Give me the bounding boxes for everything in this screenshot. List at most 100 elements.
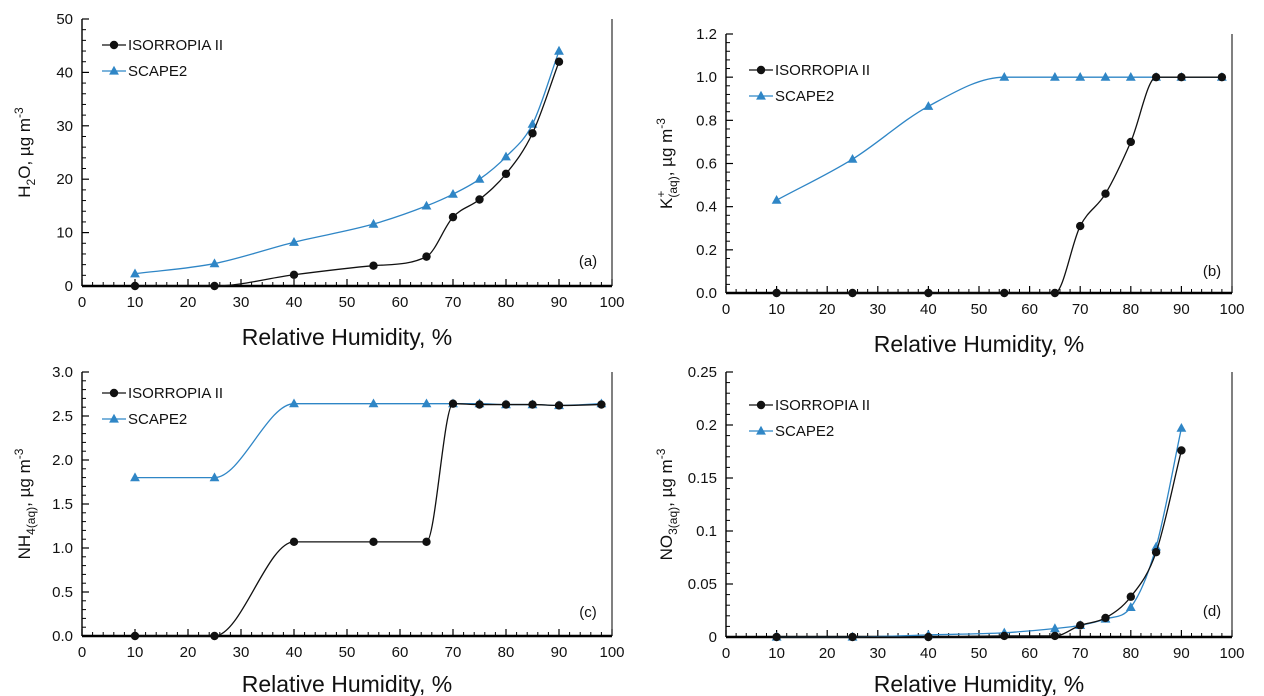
- x-tick-label: 10: [127, 294, 144, 311]
- legend-label: SCAPE2: [128, 63, 187, 80]
- x-tick-label: 30: [233, 294, 250, 311]
- x-tick-label: 60: [1021, 301, 1038, 318]
- x-tick-label: 50: [971, 645, 988, 662]
- legend-label: ISORROPIA II: [128, 37, 223, 54]
- x-tick-label: 100: [599, 644, 624, 661]
- x-tick-label: 0: [78, 644, 86, 661]
- legend-label: SCAPE2: [128, 411, 187, 428]
- y-tick-label: 0.0: [52, 628, 73, 645]
- y-tick-label: 40: [56, 64, 73, 81]
- data-point-isorropia: [772, 288, 781, 298]
- panel-tag: (d): [1203, 603, 1221, 620]
- data-point-isorropia: [1126, 137, 1136, 147]
- series-line-isorropia: [134, 61, 560, 287]
- y-tick-label: 1.2: [696, 26, 717, 43]
- x-tick-label: 20: [819, 301, 836, 318]
- data-point-scape2: [847, 154, 858, 163]
- x-tick-label: 50: [339, 294, 356, 311]
- y-axis-title: NO3(aq), µg m-3: [654, 448, 680, 560]
- data-point-isorropia: [848, 632, 857, 642]
- data-point-scape2: [1050, 623, 1060, 633]
- y-tick-label: 10: [56, 225, 73, 242]
- data-point-isorropia: [1151, 72, 1161, 82]
- data-point-scape2: [527, 119, 538, 128]
- x-tick-label: 20: [819, 645, 836, 662]
- x-axis-title: Relative Humidity, %: [242, 324, 452, 350]
- x-tick-label: 0: [722, 301, 730, 318]
- data-point-isorropia: [210, 281, 219, 291]
- y-axis-title: K+(aq), µg m-3: [654, 118, 680, 209]
- data-point-isorropia: [1101, 613, 1110, 623]
- data-point-scape2: [554, 45, 564, 55]
- x-tick-label: 70: [1072, 645, 1089, 662]
- x-tick-label: 30: [233, 644, 250, 661]
- chart-panel-a: 0 10 20 30 40 50 60 70 80 90 100 0 10 20 30 40 50 Relativ…: [12, 11, 625, 350]
- data-point-isorropia: [1151, 548, 1161, 557]
- x-tick-label: 50: [971, 301, 988, 318]
- data-point-isorropia: [475, 400, 484, 409]
- x-tick-label: 70: [445, 644, 462, 661]
- data-point-isorropia: [924, 632, 933, 642]
- legend-marker-circle: [109, 40, 119, 50]
- y-tick-label: 0.0: [696, 285, 717, 302]
- x-tick-label: 90: [1173, 645, 1190, 662]
- x-tick-label: 40: [920, 645, 937, 662]
- x-tick-label: 0: [722, 645, 730, 662]
- legend-label: SCAPE2: [775, 88, 834, 105]
- data-point-scape2: [474, 174, 485, 183]
- x-tick-label: 80: [1122, 645, 1139, 662]
- data-point-scape2: [501, 151, 511, 161]
- y-tick-label: 0.25: [688, 364, 717, 381]
- y-tick-label: 30: [56, 118, 73, 135]
- legend-label: ISORROPIA II: [775, 62, 870, 79]
- chart-panel-d: 0 10 20 30 40 50 60 70 80 90 100 0 0.05 0.1 0.15 0.2 0.2…: [654, 364, 1245, 696]
- x-tick-label: 50: [339, 644, 356, 661]
- data-point-isorropia: [448, 399, 458, 408]
- data-point-scape2: [130, 472, 140, 482]
- legend-marker-triangle: [109, 65, 119, 75]
- legend-label: SCAPE2: [775, 423, 834, 440]
- data-point-isorropia: [597, 400, 606, 409]
- data-point-isorropia: [1177, 446, 1186, 455]
- legend-marker-triangle: [109, 413, 119, 423]
- data-point-isorropia: [924, 288, 933, 298]
- data-point-isorropia: [475, 195, 484, 204]
- data-point-scape2: [130, 268, 140, 278]
- data-point-scape2: [1176, 423, 1187, 432]
- data-point-isorropia: [422, 252, 431, 261]
- data-point-scape2: [209, 472, 220, 482]
- y-tick-label: 1.0: [696, 69, 717, 86]
- x-tick-label: 80: [1122, 301, 1139, 318]
- panel-tag: (b): [1203, 263, 1221, 280]
- data-point-scape2: [289, 398, 299, 408]
- y-tick-label: 0.8: [696, 112, 717, 129]
- y-tick-label: 50: [56, 11, 73, 28]
- data-point-isorropia: [369, 537, 378, 547]
- y-tick-label: 0.5: [52, 584, 73, 601]
- data-point-isorropia: [528, 129, 537, 138]
- y-tick-label: 0: [709, 629, 717, 646]
- data-point-isorropia: [130, 631, 140, 641]
- y-tick-label: 1.0: [52, 540, 73, 557]
- data-point-isorropia: [289, 537, 299, 547]
- data-point-isorropia: [1217, 72, 1227, 82]
- x-tick-label: 100: [599, 294, 624, 311]
- data-point-scape2: [1050, 72, 1060, 81]
- x-tick-label: 10: [768, 645, 785, 662]
- data-point-isorropia: [1076, 221, 1085, 231]
- y-tick-label: 0: [65, 278, 73, 295]
- series-line-scape2: [134, 50, 560, 275]
- x-axis-title: Relative Humidity, %: [874, 331, 1084, 357]
- chart-panel-c: 0 10 20 30 40 50 60 70 80 90 100 0.0 0.5 1.0 1.5 2.0 2.5…: [12, 364, 625, 696]
- x-tick-label: 40: [286, 294, 303, 311]
- x-tick-label: 60: [392, 294, 409, 311]
- legend-marker-circle: [756, 65, 766, 75]
- data-point-scape2: [421, 398, 432, 408]
- data-point-isorropia: [501, 169, 511, 179]
- data-point-scape2: [209, 258, 220, 268]
- x-tick-label: 60: [1021, 645, 1038, 662]
- x-tick-label: 100: [1219, 645, 1244, 662]
- y-tick-label: 0.05: [688, 576, 717, 593]
- data-point-scape2: [368, 398, 379, 408]
- data-point-scape2: [289, 237, 299, 246]
